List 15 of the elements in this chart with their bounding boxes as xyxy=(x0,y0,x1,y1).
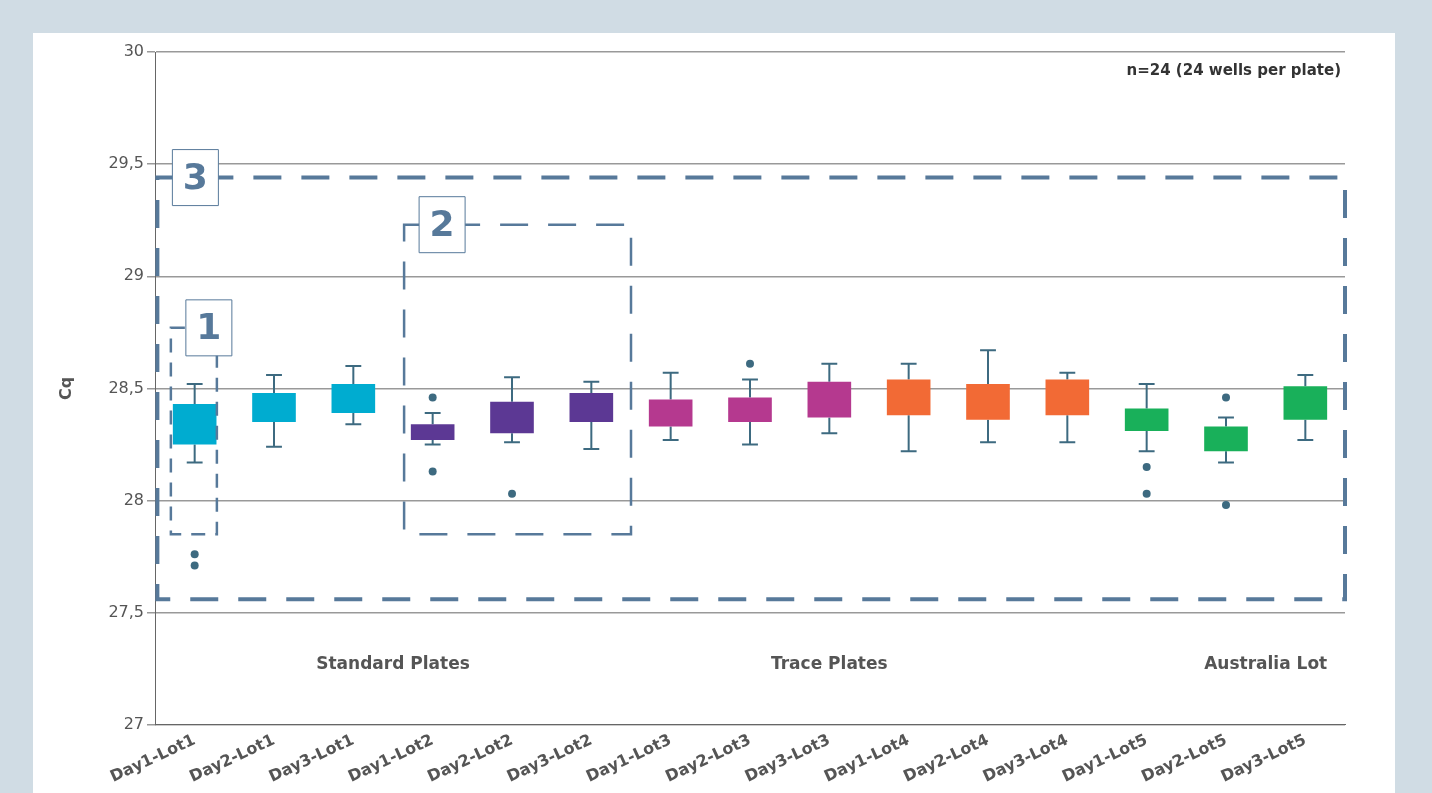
y-tick-label: 29 xyxy=(123,265,144,285)
y-tick-label: 27 xyxy=(123,713,144,733)
y-tick-label: 28 xyxy=(123,489,144,509)
annotation: 2 xyxy=(429,203,455,245)
y-axis-title: Cq xyxy=(55,376,75,401)
annotation: n=24 (24 wells per plate) xyxy=(1126,61,1341,80)
y-tick-label: 30 xyxy=(123,41,144,61)
y-tick-label: 27,5 xyxy=(108,601,144,621)
annotation: 1 xyxy=(196,306,222,348)
y-tick-label: 28,5 xyxy=(108,377,144,397)
y-tick-label: 29,5 xyxy=(108,153,144,173)
annotation: Standard Plates xyxy=(316,652,470,673)
annotation: 3 xyxy=(182,155,208,197)
annotation: Australia Lot xyxy=(1204,652,1328,673)
annotation: Trace Plates xyxy=(771,652,888,673)
